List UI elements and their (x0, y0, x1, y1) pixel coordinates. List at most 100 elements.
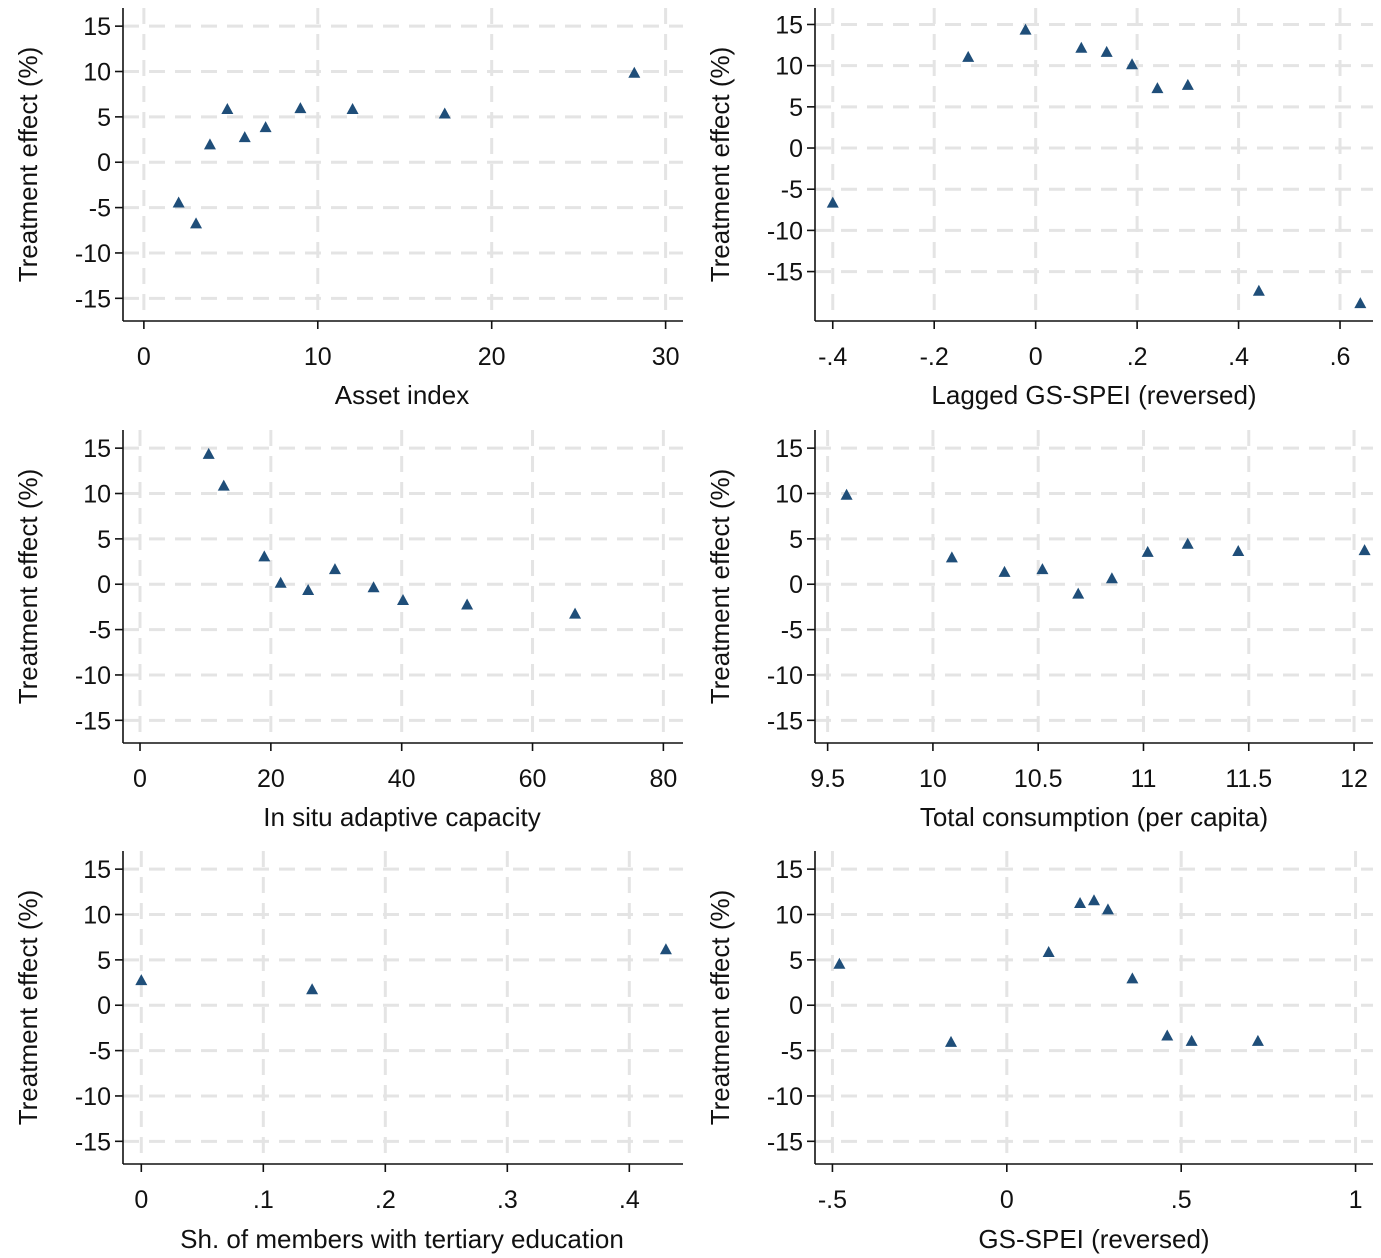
data-point-marker (202, 447, 215, 459)
x-tick-label: .3 (497, 1186, 518, 1214)
data-point-marker (294, 102, 307, 114)
y-tick-label: 15 (775, 856, 803, 884)
data-point-marker (328, 563, 341, 575)
data-point-marker (1105, 572, 1118, 584)
x-tick-label: -.4 (818, 343, 847, 371)
data-point-marker (998, 565, 1011, 577)
y-axis-title: Treatment effect (%) (13, 47, 43, 283)
data-point-marker (1074, 897, 1087, 909)
data-point-marker (1100, 45, 1113, 57)
data-point-marker (190, 217, 203, 229)
y-tick-label: 15 (83, 435, 111, 463)
data-point-marker (1036, 563, 1049, 575)
y-tick-label: 15 (83, 856, 111, 884)
x-tick-label: 12 (1340, 765, 1368, 793)
data-point-marker (1126, 972, 1139, 984)
data-point-marker (1181, 78, 1194, 90)
y-tick-label: -10 (75, 1083, 111, 1111)
x-axis-title: Total consumption (per capita) (920, 802, 1268, 832)
panel-4: 15 10 5 0 -5 -10 -15 9.5 10 10.5 11 11.5 12 Total con… (705, 430, 1373, 832)
x-axis-title: GS-SPEI (reversed) (978, 1224, 1209, 1254)
data-point-marker (306, 983, 319, 995)
y-tick-label: 0 (789, 571, 803, 599)
x-tick-label: 40 (388, 765, 416, 793)
data-point-marker (1232, 544, 1245, 556)
x-tick-label: 20 (257, 765, 285, 793)
data-point-marker (302, 583, 315, 595)
data-point-marker (569, 607, 582, 619)
x-tick-label: 80 (649, 765, 677, 793)
y-tick-label: 0 (789, 135, 803, 163)
data-point-marker (1042, 946, 1055, 958)
panel-3: 15 10 5 0 -5 -10 -15 0 20 40 60 80 In situ adaptive … (13, 430, 683, 832)
data-point-marker (1161, 1029, 1174, 1041)
x-tick-label: 9.5 (810, 765, 845, 793)
x-tick-label: .4 (619, 1186, 640, 1214)
data-point-marker (203, 138, 216, 150)
x-tick-label: .6 (1330, 343, 1351, 371)
x-tick-label: 10.5 (1014, 765, 1063, 793)
y-tick-label: -15 (767, 1128, 803, 1156)
data-point-marker (367, 581, 380, 593)
data-point-marker (1252, 284, 1265, 296)
y-axis-title: Treatment effect (%) (705, 469, 735, 705)
data-point-marker (945, 1035, 958, 1047)
data-point-marker (397, 593, 409, 605)
data-point-marker (1075, 41, 1088, 53)
y-tick-label: -15 (75, 285, 111, 313)
y-tick-label: 5 (789, 526, 803, 554)
y-tick-label: 10 (83, 481, 111, 509)
data-point-marker (1141, 545, 1154, 557)
x-tick-label: 11.5 (1225, 765, 1272, 793)
data-point-marker (1151, 82, 1164, 94)
x-axis-title: Lagged GS-SPEI (reversed) (931, 380, 1256, 410)
data-point-marker (135, 974, 148, 986)
data-point-marker (659, 943, 672, 955)
data-point-marker (826, 196, 839, 208)
x-tick-label: 0 (1000, 1186, 1014, 1214)
y-tick-label: -15 (767, 259, 803, 287)
data-point-marker (438, 107, 451, 119)
x-tick-label: 10 (304, 343, 332, 371)
y-tick-label: -10 (767, 217, 803, 245)
x-tick-label: .4 (1228, 343, 1249, 371)
x-tick-label: 0 (1029, 343, 1043, 371)
x-tick-label: 60 (519, 765, 547, 793)
x-axis-title: In situ adaptive capacity (263, 802, 541, 832)
data-point-marker (258, 550, 271, 562)
x-tick-label: .2 (375, 1186, 396, 1214)
x-axis-title: Sh. of members with tertiary education (180, 1224, 624, 1254)
y-tick-label: 5 (97, 947, 111, 975)
data-point-marker (1358, 544, 1371, 556)
data-point-marker (840, 488, 853, 500)
x-tick-label: .5 (1171, 1186, 1192, 1214)
panel-5: 15 10 5 0 -5 -10 -15 0 .1 .2 .3 .4 Sh. of members wi… (13, 851, 683, 1254)
y-tick-label: 0 (97, 992, 111, 1020)
y-tick-label: 15 (775, 435, 803, 463)
data-point-marker (1354, 297, 1367, 309)
y-tick-label: 5 (789, 94, 803, 122)
x-axis-title: Asset index (335, 380, 469, 410)
data-point-marker (628, 66, 641, 78)
data-point-marker (833, 957, 846, 969)
x-tick-label: 0 (133, 765, 147, 793)
panel-1: 15 10 5 0 -5 -10 -15 0 10 20 30 Asset index Treatmen… (13, 8, 683, 410)
x-tick-label: 30 (652, 343, 680, 371)
data-point-marker (259, 121, 272, 133)
data-point-marker (1088, 894, 1100, 906)
y-tick-label: 5 (97, 104, 111, 132)
y-tick-label: 5 (97, 526, 111, 554)
x-tick-label: 20 (478, 343, 506, 371)
y-tick-label: -5 (89, 617, 111, 645)
y-tick-label: 0 (97, 149, 111, 177)
data-point-marker (172, 196, 185, 208)
data-point-marker (962, 50, 975, 62)
data-point-marker (1251, 1034, 1264, 1046)
y-tick-label: 15 (83, 13, 111, 41)
data-point-marker (1019, 23, 1032, 35)
y-tick-label: -5 (781, 1038, 803, 1066)
x-tick-label: 11 (1131, 765, 1157, 793)
y-tick-label: 15 (775, 11, 803, 39)
x-tick-label: 0 (137, 343, 151, 371)
y-tick-label: -5 (89, 195, 111, 223)
